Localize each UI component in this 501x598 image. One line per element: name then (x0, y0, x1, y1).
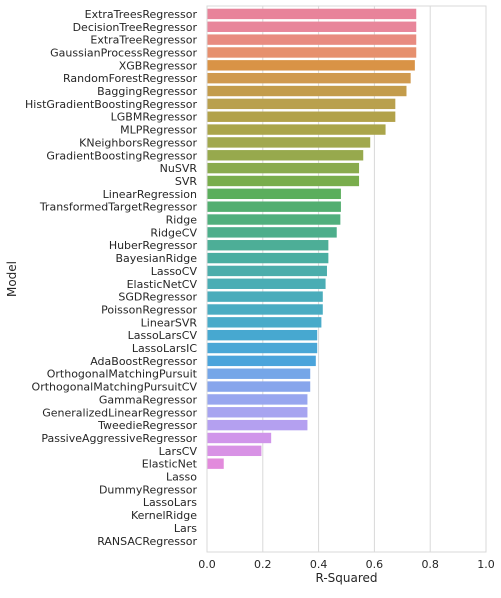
x-tick-label: 0.0 (198, 558, 216, 571)
y-tick-label: GradientBoostingRegressor (46, 149, 197, 162)
y-tick-label: LinearRegression (103, 188, 197, 201)
y-tick-label: Lasso (166, 471, 197, 484)
bar (207, 227, 337, 238)
x-tick-label: 1.0 (477, 558, 495, 571)
y-tick-label: LassoCV (151, 265, 198, 278)
x-tick-label: 0.2 (254, 558, 272, 571)
y-tick-label: NuSVR (160, 162, 198, 175)
bar (207, 342, 318, 354)
y-tick-label: SVR (175, 175, 198, 188)
bar (207, 8, 417, 20)
y-tick-label: RANSACRegressor (97, 535, 197, 548)
bars (207, 8, 417, 469)
y-tick-label: OrthogonalMatchingPursuitCV (32, 381, 198, 394)
bar (207, 407, 308, 418)
bar (207, 317, 322, 328)
y-tick-label: RidgeCV (150, 226, 197, 239)
y-tick-label: Ridge (166, 214, 198, 227)
x-tick-label: 0.8 (421, 558, 439, 571)
y-tick-label: GaussianProcessRegressor (50, 46, 197, 59)
y-tick-label: KNeighborsRegressor (79, 136, 197, 149)
bar (207, 419, 308, 431)
y-axis-label: Model (5, 261, 19, 297)
bar (207, 47, 417, 58)
y-tick-label: Lars (174, 522, 197, 535)
y-tick-label: OrthogonalMatchingPursuit (47, 368, 198, 381)
bar (207, 355, 316, 367)
bar (207, 162, 360, 174)
bar (207, 21, 417, 32)
bar (207, 432, 272, 444)
bar (207, 111, 396, 122)
bar (207, 201, 341, 212)
bar (207, 137, 371, 148)
bar (207, 458, 224, 469)
y-tick-label: LGBMRegressor (111, 111, 198, 124)
bar (207, 291, 323, 302)
bar (207, 394, 308, 405)
bar (207, 124, 386, 135)
x-tick-label: 0.4 (310, 558, 328, 571)
y-tick-label: LarsCV (159, 445, 198, 458)
bar (207, 85, 407, 97)
x-tick-label: 0.6 (366, 558, 384, 571)
bar (207, 72, 411, 84)
y-tick-label: ElasticNetCV (127, 278, 198, 291)
y-tick-label: PoissonRegressor (101, 303, 197, 316)
plot-frame (206, 5, 487, 553)
bar (207, 240, 329, 251)
y-tick-label: PassiveAggressiveRegressor (41, 432, 197, 445)
bar (207, 175, 360, 187)
y-tick-label: SGDRegressor (118, 291, 197, 304)
bar (207, 34, 417, 45)
y-tick-labels: ExtraTreesRegressorDecisionTreeRegressor… (25, 8, 198, 548)
y-tick-label: KernelRidge (131, 509, 197, 522)
y-tick-label: LassoLarsIC (132, 342, 197, 355)
y-tick-label: LinearSVR (141, 316, 198, 329)
bar (207, 278, 326, 289)
y-tick-label: ExtraTreesRegressor (85, 8, 198, 21)
x-axis-label: R-Squared (315, 571, 377, 585)
y-tick-label: ExtraTreeRegressor (90, 34, 197, 47)
bar (207, 98, 396, 110)
y-tick-label: AdaBoostRegressor (90, 355, 197, 368)
bar (207, 214, 341, 225)
bar (207, 188, 341, 200)
y-tick-label: LassoLars (143, 496, 197, 509)
bar (207, 252, 329, 264)
y-tick-label: BaggingRegressor (97, 85, 197, 98)
x-tick-labels: 0.0 0.2 0.4 0.6 0.8 1.0 (198, 558, 495, 571)
y-tick-label: MLPRegressor (120, 124, 197, 137)
bar (207, 60, 415, 71)
bar (207, 368, 311, 379)
y-tick-label: TransformedTargetRegressor (39, 201, 198, 214)
y-tick-label: XGBRegressor (119, 59, 198, 72)
bar (207, 304, 323, 315)
y-tick-label: TweedieRegressor (97, 419, 197, 432)
bar (207, 265, 327, 277)
y-tick-label: HuberRegressor (109, 239, 198, 252)
y-tick-label: RandomForestRegressor (63, 72, 197, 85)
y-tick-label: DecisionTreeRegressor (73, 21, 198, 34)
y-tick-label: DummyRegressor (99, 483, 198, 496)
y-tick-label: GammaRegressor (99, 393, 198, 406)
y-tick-label: ElasticNet (142, 458, 198, 471)
bar (207, 381, 311, 392)
y-tick-label: LassoLarsCV (128, 329, 198, 342)
bar (207, 445, 262, 457)
y-tick-label: BayesianRidge (116, 252, 198, 265)
bar (207, 329, 318, 341)
y-tick-label: GeneralizedLinearRegressor (42, 406, 197, 419)
bar (207, 150, 364, 161)
y-tick-label: HistGradientBoostingRegressor (25, 98, 197, 111)
